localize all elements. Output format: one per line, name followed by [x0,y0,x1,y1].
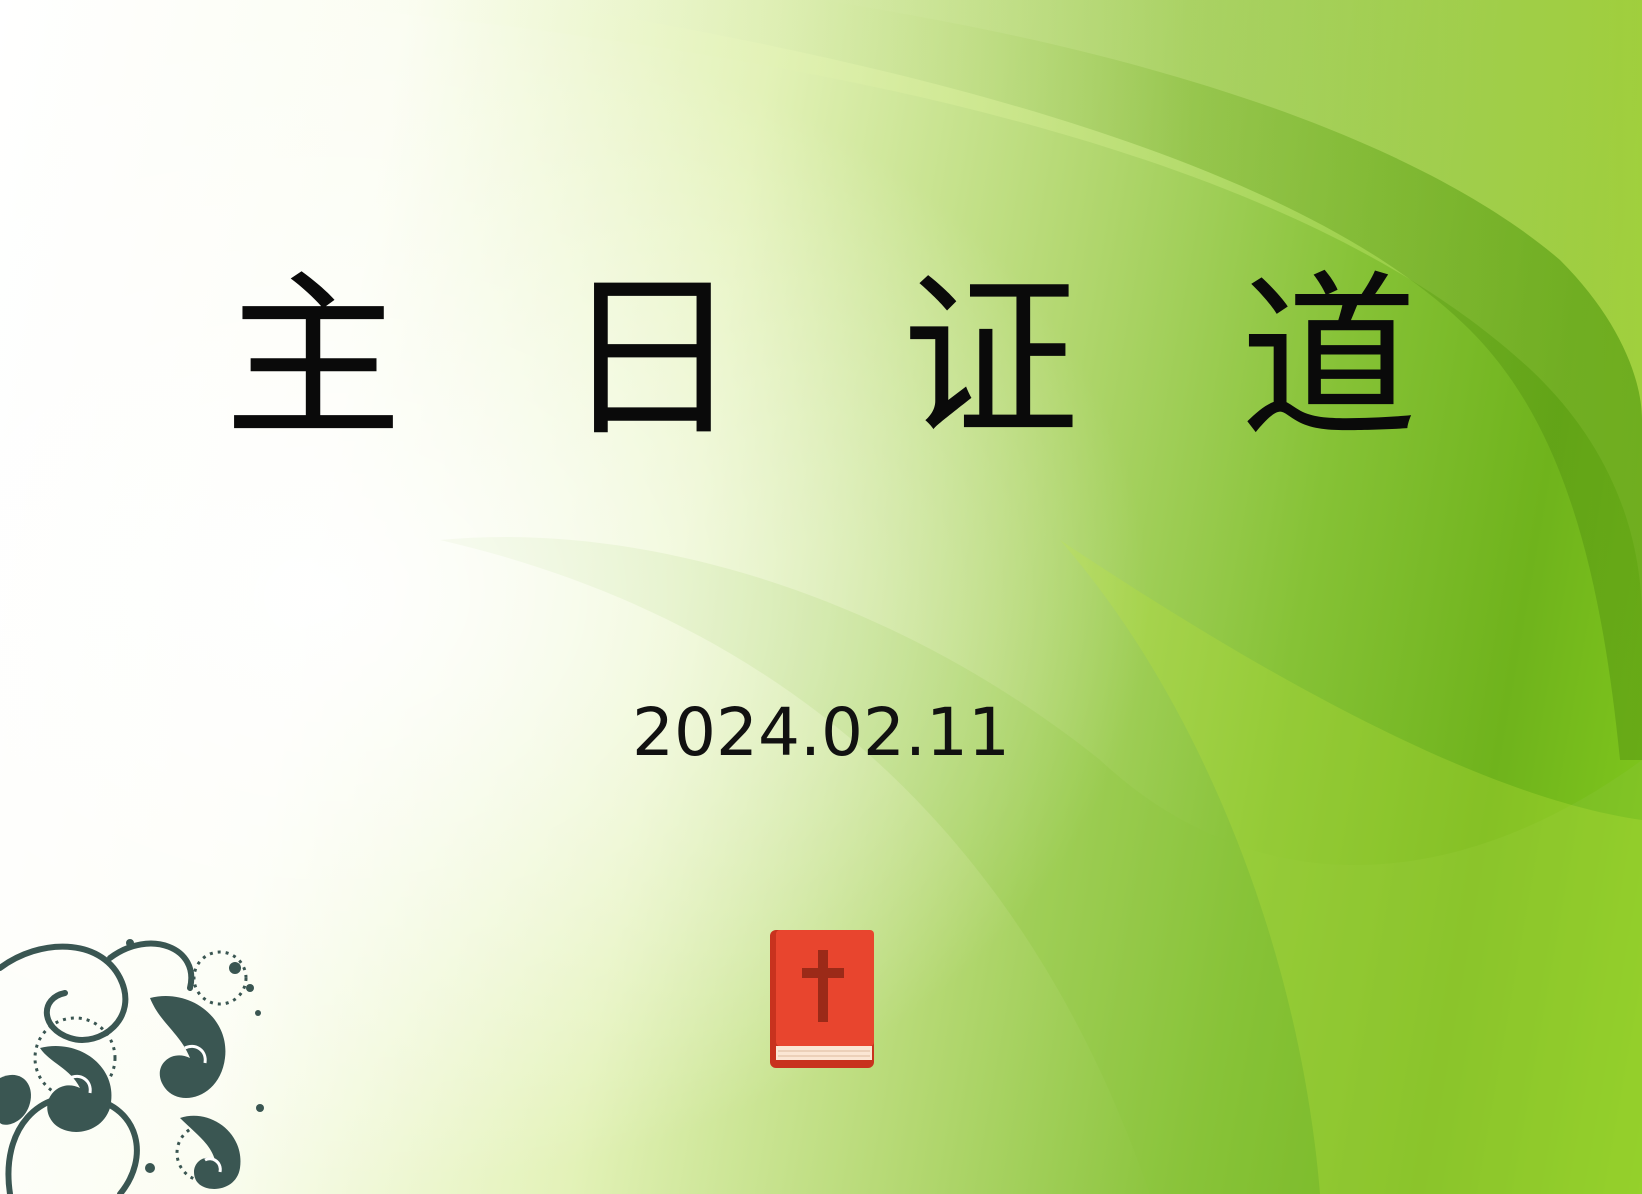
slide-date: 2024.02.11 [632,694,1010,771]
slide-title: 主 日 证 道 [224,255,1470,462]
paisley-ornament-icon [0,939,264,1194]
bible-cross-icon [770,930,874,1068]
